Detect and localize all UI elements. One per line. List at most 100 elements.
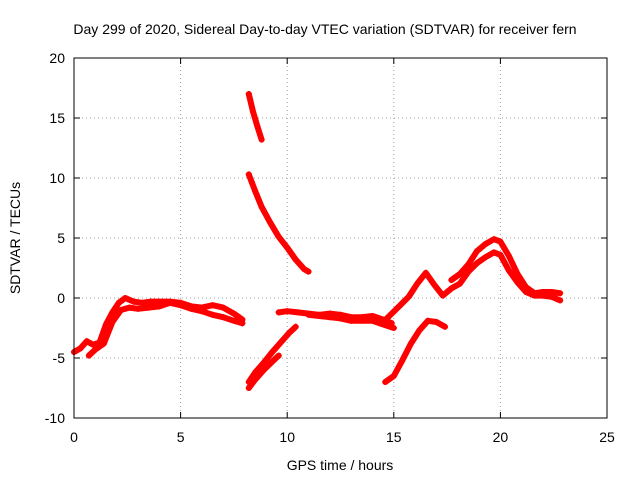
data-point (497, 238, 504, 245)
data-point (83, 338, 90, 345)
data-point (390, 325, 397, 331)
data-point (250, 109, 257, 115)
data-point (505, 267, 512, 274)
x-tick-label: 5 (177, 429, 185, 445)
data-point (239, 320, 246, 327)
data-point (473, 260, 480, 267)
data-point (284, 308, 291, 315)
data-point (399, 357, 406, 364)
data-point (294, 309, 301, 316)
data-point (316, 313, 323, 319)
data-point (522, 284, 529, 291)
data-point (209, 302, 216, 309)
data-point (126, 304, 133, 311)
data-point (557, 290, 564, 297)
data-point (531, 290, 538, 297)
data-point (369, 317, 376, 324)
series-arc-8 (448, 236, 564, 297)
series-arc-1b (85, 299, 246, 359)
data-point (465, 261, 472, 268)
data-point (109, 319, 116, 325)
data-point (258, 136, 265, 143)
data-point (414, 280, 421, 287)
data-point (301, 266, 308, 273)
series-arc-4b (245, 352, 282, 391)
data-point (109, 309, 116, 316)
data-point (473, 248, 480, 255)
series-arc-6 (382, 317, 448, 385)
data-point (397, 302, 404, 309)
data-point (491, 249, 498, 256)
data-point (260, 359, 267, 366)
data-point (275, 309, 282, 316)
data-point (305, 268, 312, 275)
data-point (382, 379, 389, 385)
y-tick-label: -10 (45, 410, 65, 426)
data-point (258, 203, 265, 210)
data-point (441, 323, 448, 330)
data-point (448, 277, 455, 283)
series-arc-2 (245, 91, 265, 143)
data-point (548, 289, 555, 295)
data-point (497, 251, 504, 258)
data-point (122, 295, 129, 301)
data-point (254, 123, 261, 130)
data-point (491, 236, 498, 243)
data-point (115, 299, 122, 306)
data-point (337, 315, 344, 322)
data-point (166, 299, 173, 306)
data-point (482, 241, 489, 247)
y-tick-label: 0 (57, 290, 65, 306)
data-point (100, 340, 107, 347)
data-point (292, 323, 299, 330)
data-point (92, 346, 99, 353)
data-point (117, 307, 124, 313)
data-point (145, 304, 152, 311)
data-point (416, 327, 423, 334)
data-point (252, 369, 259, 376)
data-point (405, 293, 412, 300)
data-point (305, 311, 312, 318)
data-point (505, 253, 512, 259)
x-tick-label: 0 (70, 429, 78, 445)
data-point (102, 321, 109, 328)
y-tick-label: -5 (53, 350, 66, 366)
data-point (130, 298, 137, 305)
data-point (514, 271, 521, 277)
data-point (326, 314, 333, 321)
data-point (286, 329, 293, 336)
data-point (540, 289, 547, 295)
grid-lines (74, 58, 607, 418)
data-point (388, 310, 395, 317)
data-point (439, 292, 446, 299)
data-point (422, 269, 429, 276)
data-point (220, 314, 227, 321)
data-point (380, 319, 387, 325)
y-tick-label: 5 (57, 230, 65, 246)
y-tick-label: 20 (49, 50, 65, 66)
data-point (431, 281, 438, 288)
data-point (456, 280, 463, 287)
data-point (358, 317, 365, 324)
data-point (277, 339, 284, 346)
data-point (267, 219, 274, 226)
x-tick-label: 10 (279, 429, 295, 445)
y-axis-label: SDTVAR / TECUs (7, 182, 23, 294)
data-point (134, 305, 141, 312)
data-point (245, 385, 252, 391)
y-tick-label: 15 (49, 110, 65, 126)
data-point (275, 352, 282, 359)
data-point (269, 358, 276, 365)
series-line (245, 91, 265, 143)
series-arc-5 (275, 308, 395, 327)
data-point (85, 352, 92, 359)
data-point (230, 317, 237, 324)
data-point (292, 256, 299, 263)
chart-title: Day 299 of 2020, Sidereal Day-to-day VTE… (73, 21, 576, 37)
data-point (348, 317, 355, 324)
plot-area (71, 91, 564, 391)
series-arc-1 (71, 295, 246, 355)
data-point (269, 349, 276, 355)
